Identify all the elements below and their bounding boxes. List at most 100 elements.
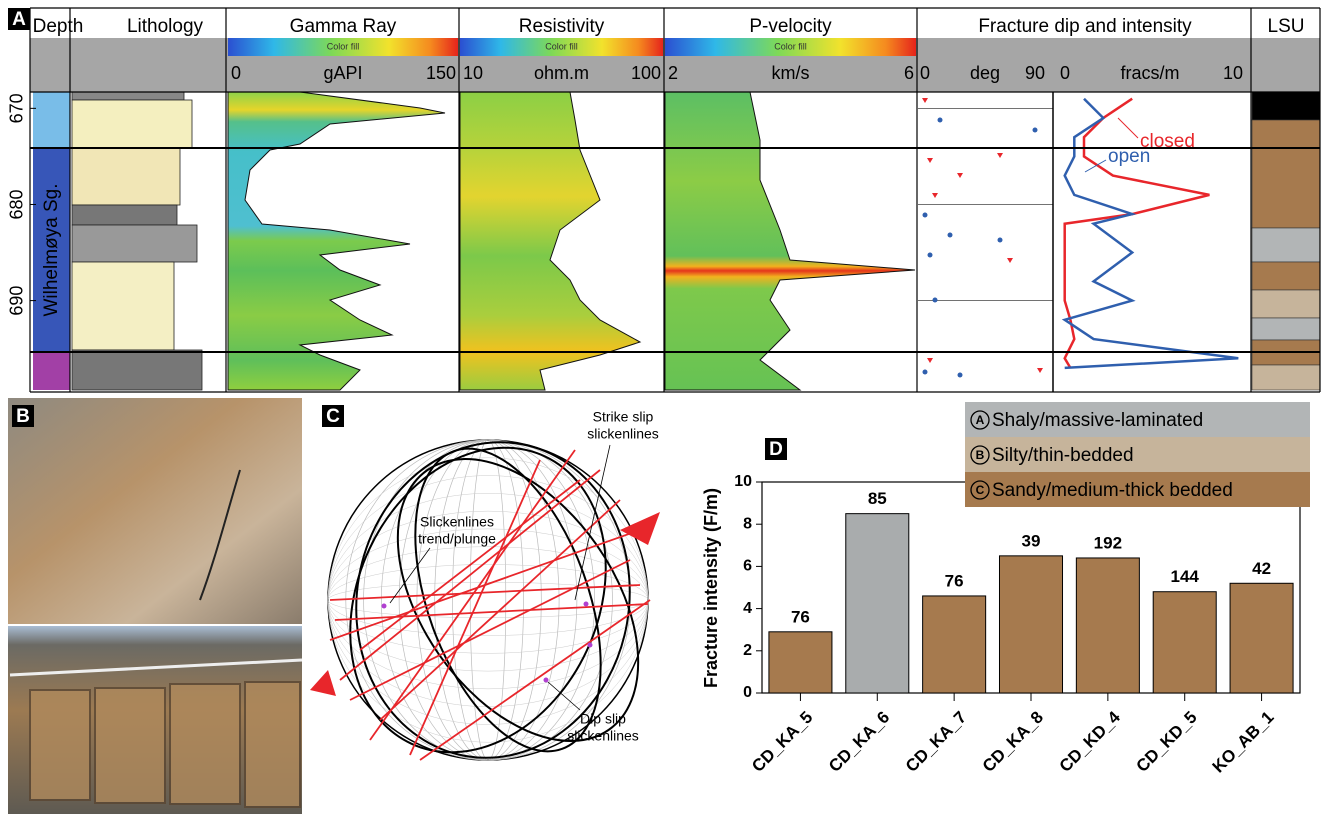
slickenline-plane [409, 459, 541, 756]
annotation: slickenlines [587, 426, 659, 442]
scale-min: 2 [668, 63, 678, 83]
count-label: 76 [791, 607, 810, 626]
count-label: 39 [1022, 531, 1041, 550]
color-bar [665, 38, 916, 56]
dip-marker [997, 153, 1003, 158]
track-title: P-velocity [749, 16, 832, 37]
dip-marker [937, 117, 943, 123]
legend-swatch [965, 437, 1310, 472]
pole [583, 601, 589, 607]
scale-unit: km/s [772, 63, 810, 83]
dip-marker [1007, 258, 1013, 263]
leader [574, 444, 611, 601]
slickenline-plane [329, 584, 641, 601]
dip-marker [997, 237, 1003, 243]
lithology-bed [71, 224, 198, 263]
legend-marker-ring [970, 410, 990, 430]
log-fill [459, 91, 642, 391]
slickenline-plane [334, 603, 649, 621]
unit-bar [33, 92, 70, 148]
scale-min: 0 [1060, 63, 1070, 83]
track-title: Resistivity [519, 16, 605, 37]
y-tick-label: 10 [734, 473, 752, 490]
dip-marker [922, 369, 928, 375]
intensity-line [1061, 97, 1239, 370]
track-title: Fracture dip and intensity [978, 16, 1192, 37]
dip-marker [1037, 368, 1043, 373]
legend-marker: A [976, 413, 985, 427]
pole [543, 677, 549, 683]
photo [8, 398, 302, 624]
dip-marker [932, 297, 938, 303]
lsu-block [1251, 119, 1321, 229]
slickenline-plane [379, 499, 621, 721]
bar [998, 555, 1064, 694]
dip-marker [957, 372, 963, 378]
bar [1229, 582, 1294, 694]
bar [845, 513, 910, 694]
log-fill [227, 91, 446, 391]
scale-max: 100 [631, 63, 661, 83]
count-label: 192 [1094, 533, 1122, 552]
x-tick-label: CD_KD_4 [1056, 707, 1125, 776]
great-circle [355, 441, 631, 759]
slickenline-plane [359, 479, 581, 651]
panel-letter-box [322, 405, 344, 427]
dip-marker [957, 173, 963, 178]
dip-marker [922, 212, 928, 218]
scale-max: 6 [904, 63, 914, 83]
annotation: Strike slip [593, 409, 654, 425]
x-tick-label: CD_KA_6 [825, 708, 893, 776]
annotation: Dip slip [580, 711, 626, 727]
legend-label: Shaly/massive-laminated [992, 410, 1203, 431]
y-tick-label: 6 [743, 558, 752, 575]
panel-letter: D [769, 439, 783, 460]
panel-letter: C [326, 406, 340, 427]
lsu-block [1251, 261, 1321, 291]
count-label: 85 [868, 489, 887, 508]
leader [547, 681, 581, 711]
legend-label: Sandy/medium-thick bedded [992, 480, 1233, 501]
x-tick-label: CD_KD_5 [1132, 708, 1200, 776]
rock-block [169, 683, 241, 805]
count-label: 42 [1252, 559, 1271, 578]
dip-marker [932, 193, 938, 198]
column-title: Depth [33, 16, 84, 37]
column-title: Lithology [127, 16, 204, 37]
scale-unit: deg [970, 63, 1000, 83]
y-tick-label: 4 [743, 600, 752, 617]
legend-marker-ring [970, 445, 990, 465]
lsu-block [1251, 317, 1321, 341]
slickenline-plane [339, 469, 601, 681]
net-grid [327, 457, 649, 743]
pole [587, 642, 593, 648]
slickenline-plane [349, 559, 631, 701]
log-fill [664, 91, 916, 391]
color-bar [460, 38, 663, 56]
dip-marker [947, 232, 953, 238]
bar [768, 631, 833, 694]
y-axis-title: Fracture intensity (F/m) [701, 488, 721, 688]
depth-label: 690 [7, 286, 27, 316]
annotation: slickenlines [567, 728, 639, 744]
lithology-bed [71, 349, 203, 391]
dip-marker [927, 358, 933, 363]
dip-marker [927, 252, 933, 258]
legend-marker: C [976, 483, 985, 497]
color-bar-label: Color fill [774, 41, 807, 51]
count-label: 76 [945, 571, 964, 590]
panel-letter-box [8, 8, 30, 30]
count-label: 144 [1171, 567, 1200, 586]
track-title: Gamma Ray [290, 16, 397, 37]
unit-bar [33, 148, 70, 352]
x-tick-label: KO_AB_1 [1209, 708, 1278, 777]
lithology-bed [71, 91, 185, 101]
arrow-head [310, 670, 336, 696]
scale-min: 0 [231, 63, 241, 83]
y-tick-label: 2 [743, 642, 752, 659]
dip-marker [1032, 127, 1038, 133]
legend-marker-ring [970, 480, 990, 500]
panel-letter-box [765, 438, 787, 460]
x-tick-label: CD_KA_8 [979, 708, 1047, 776]
